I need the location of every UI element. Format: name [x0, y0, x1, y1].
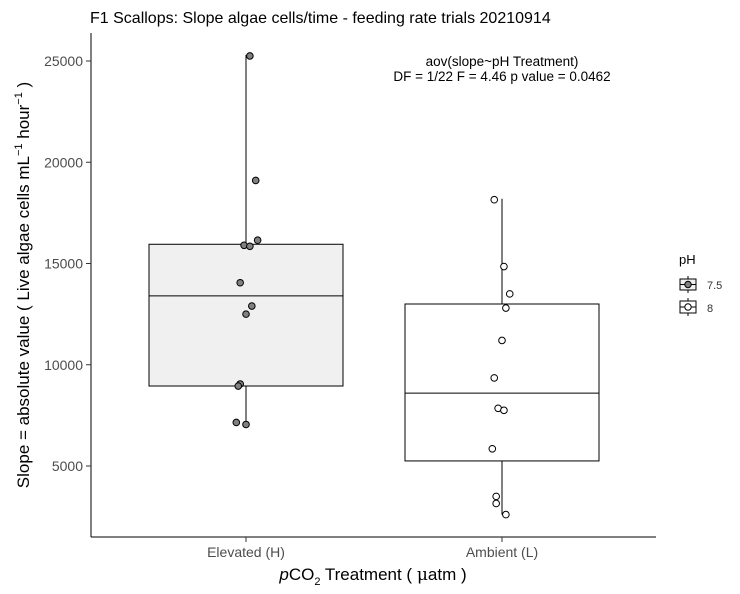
x-axis-title-sub: 2 — [314, 576, 320, 588]
y-tick-label-15000: 15000 — [44, 256, 83, 272]
data-point-ambient-l-14 — [505, 290, 514, 298]
data-point-ambient-l-20 — [488, 444, 497, 453]
data-point-elevated-h-1 — [251, 176, 260, 185]
y-tick-label-5000: 5000 — [52, 458, 83, 474]
x-axis-title-mu: μ — [417, 565, 428, 585]
y-axis-title-mid: hour — [14, 104, 33, 143]
legend-key-7-5-point — [684, 280, 692, 289]
annotation-line-1: aov(slope~pH Treatment) — [426, 54, 579, 69]
x-axis-title-unit: atm ) — [428, 565, 467, 584]
y-axis-title-sup1: −1 — [13, 143, 25, 156]
box-body-ambient-l — [404, 303, 600, 462]
legend-key-8 — [679, 298, 697, 316]
legend-title: pH — [679, 252, 696, 267]
data-point-ambient-l-16 — [498, 336, 506, 345]
x-tick-label-ambient-l: Ambient (L) — [466, 544, 538, 560]
data-point-elevated-h-6 — [248, 302, 256, 310]
data-point-elevated-h-7 — [242, 310, 250, 318]
data-point-ambient-l-12 — [490, 195, 499, 204]
legend: pH 7.5 8 — [679, 252, 722, 316]
data-point-elevated-h-5 — [236, 278, 244, 287]
box-ambient-l — [404, 198, 600, 515]
x-axis-title: pCO2 Treatment ( μatm ) — [278, 565, 466, 588]
plot-area — [148, 52, 600, 519]
x-axis-title-main: CO — [289, 565, 315, 584]
y-axis-title-end: ) — [14, 82, 33, 92]
y-axis-title-sup2: −1 — [13, 92, 25, 105]
x-tick-label-elevated-h: Elevated (H) — [207, 544, 285, 560]
data-point-elevated-h-9 — [234, 382, 243, 390]
y-tick-label-20000: 20000 — [44, 154, 83, 170]
legend-label-8: 8 — [707, 303, 713, 315]
x-axis-title-italic: p — [278, 565, 288, 584]
data-point-ambient-l-19 — [500, 406, 508, 415]
data-points — [232, 52, 514, 519]
data-point-ambient-l-17 — [490, 374, 499, 382]
data-point-elevated-h-0 — [246, 52, 254, 60]
data-point-elevated-h-11 — [242, 420, 250, 429]
data-point-elevated-h-4 — [246, 242, 254, 251]
data-point-elevated-h-2 — [253, 236, 262, 245]
x-axis-ticks: Elevated (H) Ambient (L) — [207, 537, 538, 560]
y-tick-label-10000: 10000 — [44, 357, 83, 373]
annotation-line-2: DF = 1/22 F = 4.46 p value = 0.0462 — [393, 69, 610, 84]
legend-label-7-5: 7.5 — [707, 280, 722, 292]
box-elevated-h — [148, 54, 344, 425]
legend-key-8-point — [684, 303, 692, 311]
data-point-ambient-l-13 — [500, 262, 508, 271]
data-point-ambient-l-23 — [502, 510, 510, 519]
y-tick-label-25000: 25000 — [44, 53, 83, 69]
chart-title: F1 Scallops: Slope algae cells/time - fe… — [90, 10, 551, 27]
data-point-elevated-h-10 — [232, 418, 241, 427]
data-point-ambient-l-15 — [502, 304, 510, 312]
y-axis-title-main: Slope = absolute value ( Live algae cell… — [14, 156, 33, 488]
data-point-ambient-l-21 — [492, 492, 500, 501]
data-point-ambient-l-22 — [492, 499, 500, 508]
legend-key-7-5 — [679, 276, 697, 293]
y-axis-title: Slope = absolute value ( Live algae cell… — [13, 82, 33, 488]
y-axis-ticks: 5000 10000 15000 20000 25000 — [44, 53, 91, 474]
x-axis-title-rest: Treatment ( — [320, 565, 416, 584]
